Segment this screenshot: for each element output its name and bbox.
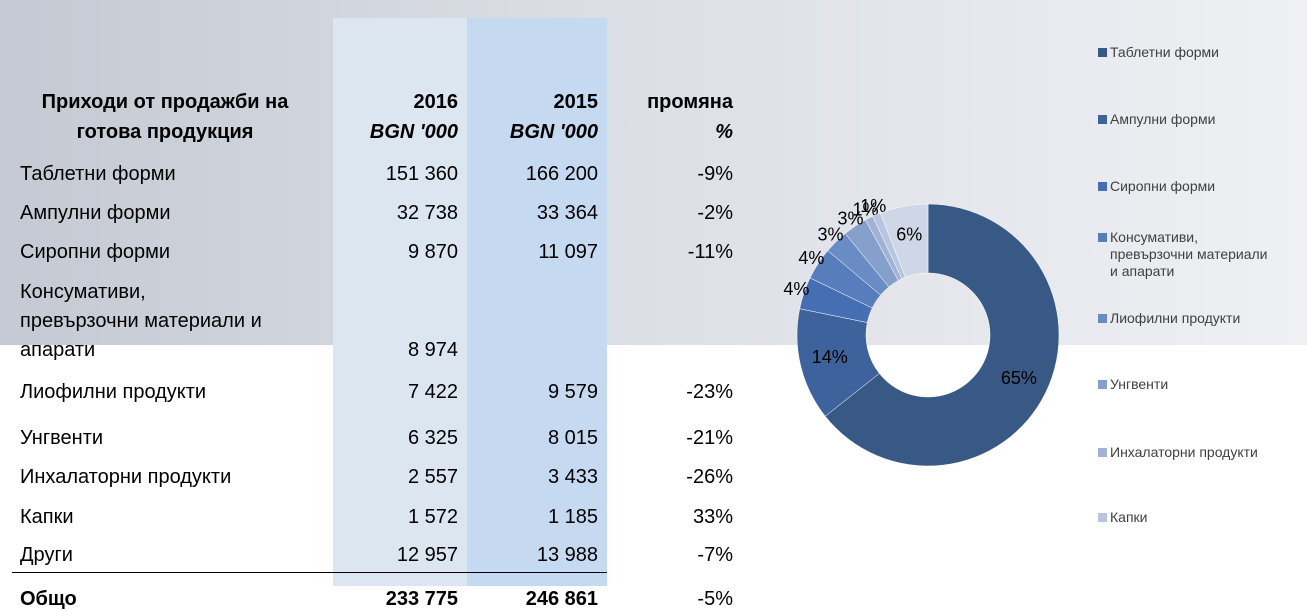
legend-swatch	[1098, 233, 1107, 242]
legend-label: Таблетни форми	[1110, 44, 1219, 60]
legend-swatch	[1098, 314, 1107, 323]
total-value: 246 861	[525, 588, 598, 610]
legend-label: Инхалаторни продукти	[1110, 444, 1258, 460]
row-value: -11%	[687, 241, 733, 263]
legend-label: Ампулни форми	[1110, 111, 1216, 127]
slice-label: 1%	[860, 196, 886, 216]
column-highlight-2015	[467, 18, 607, 586]
total-rule	[12, 572, 607, 573]
row-value: 8 974	[407, 339, 458, 361]
legend-swatch	[1098, 448, 1107, 457]
row-value: 166 200	[525, 163, 598, 185]
legend-label: Капки	[1110, 509, 1148, 525]
row-label: Сиропни форми	[20, 241, 171, 263]
slice-label: 1%	[852, 200, 878, 220]
row-value: 6 325	[407, 427, 458, 449]
row-value: -7%	[697, 544, 733, 566]
row-label: Други	[20, 544, 73, 566]
row-label: Таблетни форми	[20, 163, 176, 185]
row-label: апарати	[20, 339, 96, 361]
row-value: -2%	[697, 202, 733, 224]
row-label: Лиофилни продукти	[20, 381, 207, 403]
legend-swatch	[1098, 380, 1107, 389]
row-label: Консумативи,	[20, 281, 146, 303]
row-value: -23%	[686, 381, 733, 403]
row-value: 9 579	[547, 381, 598, 403]
row-value: -26%	[686, 466, 733, 488]
row-value: 13 988	[536, 544, 598, 566]
slice-label: 6%	[896, 225, 922, 245]
row-label: Унгвенти	[20, 427, 104, 449]
legend-swatch	[1098, 182, 1107, 191]
header-label: Приходи от продажби на	[41, 91, 289, 113]
row-value: 9 870	[407, 241, 458, 263]
row-value: 11 097	[538, 241, 598, 263]
slice-label: 4%	[783, 279, 809, 299]
row-value: 32 738	[396, 202, 458, 224]
header-label: готова продукция	[76, 121, 254, 143]
row-value: -21%	[686, 427, 733, 449]
header-cell: %	[715, 121, 733, 143]
legend-swatch	[1098, 115, 1107, 124]
row-value: 33 364	[536, 202, 598, 224]
row-label: превързочни материали и	[20, 310, 262, 332]
legend-swatch	[1098, 48, 1107, 57]
total-value: 233 775	[385, 588, 458, 610]
row-label: Капки	[20, 506, 74, 528]
slice-label: 4%	[798, 248, 824, 268]
row-value: 33%	[692, 506, 733, 528]
column-highlight-2016	[333, 18, 467, 586]
legend-label: Консумативи, превързочни материали и апа…	[1110, 229, 1268, 279]
row-value: 2 557	[407, 466, 458, 488]
slice-label: 3%	[838, 208, 864, 228]
header-cell: BGN '000	[509, 121, 598, 143]
row-value: 151 360	[385, 163, 458, 185]
donut-slice	[824, 203, 1060, 467]
row-value: -9%	[697, 163, 733, 185]
row-value: 7 422	[407, 381, 458, 403]
row-value: 12 957	[396, 544, 458, 566]
legend-swatch	[1098, 513, 1107, 522]
slice-label: 3%	[817, 225, 843, 245]
background	[0, 0, 1307, 345]
row-label: Ампулни форми	[20, 202, 171, 224]
slice-label: 65%	[1001, 368, 1037, 388]
row-value: 1 185	[547, 506, 598, 528]
header-cell: BGN '000	[369, 121, 458, 143]
row-value: 1 572	[407, 506, 458, 528]
donut-slice	[879, 203, 929, 278]
row-value: 8 015	[547, 427, 598, 449]
legend-label: Унгвенти	[1110, 376, 1169, 392]
row-value: 3 433	[547, 466, 598, 488]
total-value: -5%	[697, 588, 733, 610]
total-label: Общо	[20, 588, 77, 610]
slice-label: 14%	[812, 347, 848, 367]
row-label: Инхалаторни продукти	[20, 466, 232, 488]
header-cell: 2015	[553, 91, 599, 113]
legend-label: Лиофилни продукти	[1110, 310, 1241, 326]
legend-label: Сиропни форми	[1110, 178, 1216, 194]
header-cell: промяна	[647, 91, 733, 113]
header-cell: 2016	[413, 91, 459, 113]
